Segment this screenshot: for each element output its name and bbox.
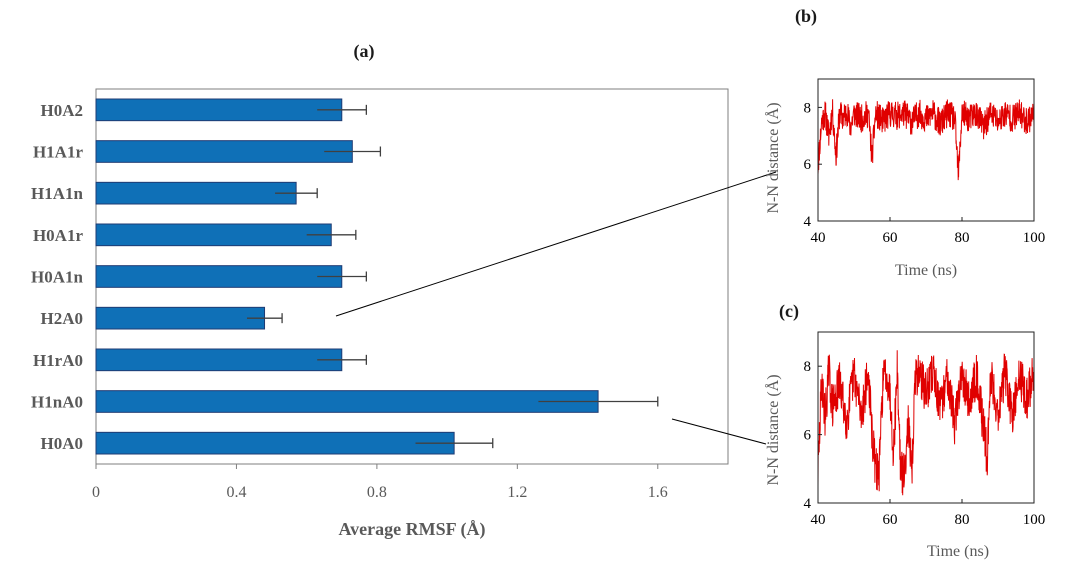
x-tick-label: 0.8 [367, 484, 387, 501]
y-tick-label: 6 [804, 157, 812, 173]
connector-line-c [671, 418, 767, 445]
bar [95, 140, 353, 163]
x-tick-label: 1.2 [507, 484, 527, 501]
x-tick-label: 80 [955, 512, 970, 528]
y-tick-label: 8 [804, 100, 812, 116]
x-axis-title: Time (ns) [895, 262, 957, 279]
x-tick-label: 100 [1023, 512, 1046, 528]
bar [95, 431, 455, 455]
rmsf-bar-chart: H0A2 H1A1r H1A1n H0A1r H0A1n H2A0 H1rA0 H1nA0 H0… [31, 88, 729, 540]
x-tick-label: 60 [883, 230, 898, 246]
bar [95, 348, 343, 372]
panel-label-c: (c) [779, 301, 799, 322]
category-label: H1A1r [33, 143, 84, 162]
plot-frame [817, 78, 1035, 222]
x-axis-title: Time (ns) [927, 543, 989, 560]
x-tick-label: 100 [1023, 230, 1046, 246]
plot-frame [817, 331, 1035, 504]
x-tick-label: 0 [92, 484, 100, 501]
category-label: H1nA0 [31, 393, 83, 412]
category-label: H0A2 [41, 101, 84, 120]
x-axis-title: Average RMSF (Å) [339, 519, 486, 540]
category-label: H1A1n [31, 184, 84, 203]
x-tick-label: 80 [955, 230, 970, 246]
category-label: H0A1n [31, 268, 84, 287]
category-label: H2A0 [41, 309, 84, 328]
category-label: H1rA0 [33, 351, 83, 370]
y-axis-title: N-N distance (Å) [764, 102, 782, 213]
x-tick-label: 0.4 [226, 484, 246, 501]
trace-line [817, 350, 1035, 496]
trace-line [817, 99, 1035, 181]
bar [95, 265, 343, 288]
nn-distance-plot-b: 40 60 80 100 4 6 8 N-N distance (Å) Time (ns) [764, 78, 1046, 279]
category-label: H0A1r [33, 226, 84, 245]
x-tick-label: 1.6 [648, 484, 668, 501]
nn-distance-plot-c: 40 60 80 100 4 6 8 N-N distance (Å) Time (ns) [764, 331, 1046, 560]
x-tick-label: 40 [811, 512, 826, 528]
x-axis-ticks: 0 0.4 0.8 1.2 1.6 [92, 464, 668, 501]
y-tick-label: 6 [804, 428, 812, 444]
y-tick-label: 4 [804, 214, 812, 230]
panel-label-b: (b) [795, 6, 817, 27]
x-tick-label: 40 [811, 230, 826, 246]
bars: H0A2 H1A1r H1A1n H0A1r H0A1n H2A0 H1rA0 H1nA0 H0… [31, 98, 659, 455]
connector-line-b [335, 171, 777, 317]
y-axis-title: N-N distance (Å) [764, 374, 782, 485]
panel-label-a: (a) [354, 41, 375, 62]
bar [95, 98, 343, 122]
y-tick-label: 4 [804, 496, 812, 512]
bar [95, 223, 332, 247]
bar [95, 390, 599, 413]
bar [95, 306, 266, 330]
bar [95, 181, 297, 205]
category-label: H0A0 [41, 434, 84, 453]
y-tick-label: 8 [804, 359, 812, 375]
x-tick-label: 60 [883, 512, 898, 528]
